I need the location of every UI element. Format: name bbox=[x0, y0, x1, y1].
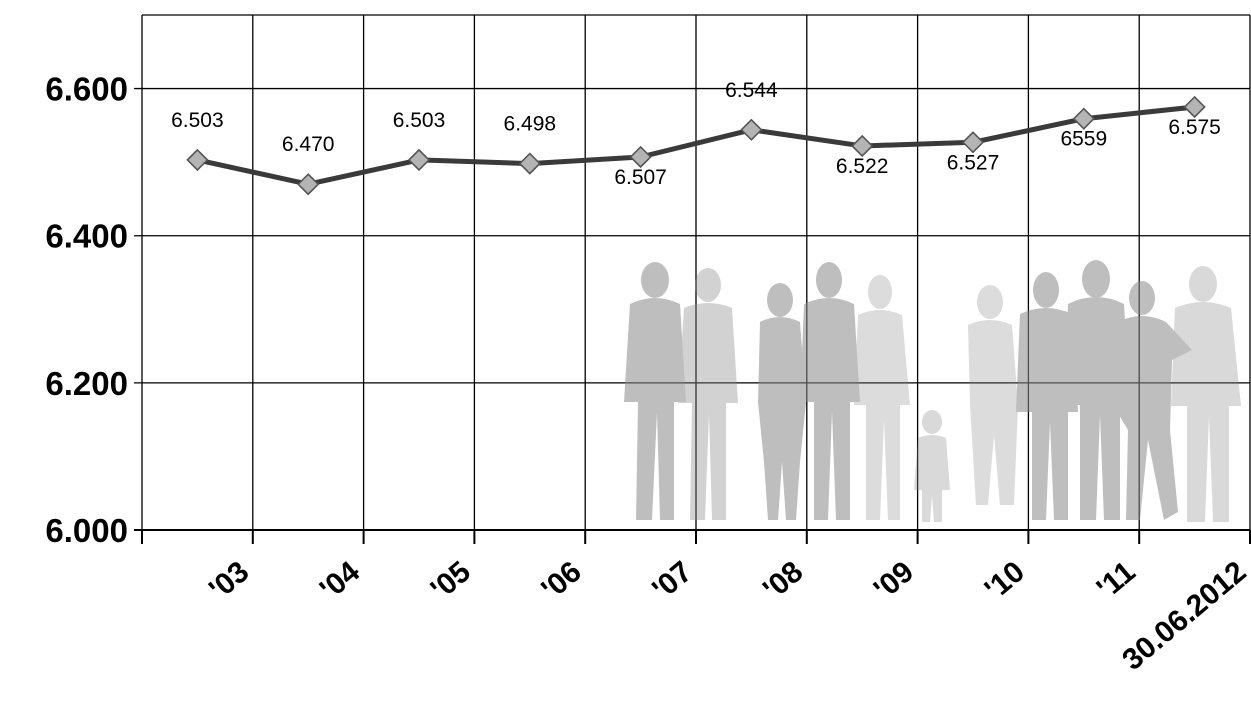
data-label: 6559 bbox=[1060, 128, 1107, 151]
series-line bbox=[196, 104, 1195, 187]
data-point-marker bbox=[740, 118, 763, 141]
silhouette-person bbox=[624, 262, 686, 520]
data-label: 6.527 bbox=[947, 151, 1000, 174]
data-label: 6.575 bbox=[1168, 116, 1221, 139]
silhouette-person bbox=[678, 268, 738, 520]
silhouette-person bbox=[854, 275, 910, 520]
x-tick-label: '09 bbox=[868, 555, 920, 606]
data-point-marker bbox=[297, 173, 320, 196]
data-point-marker bbox=[518, 152, 541, 175]
x-tick-label: '11 bbox=[1091, 555, 1142, 605]
x-tick-label: '06 bbox=[535, 555, 587, 606]
x-tick-label: '08 bbox=[757, 555, 809, 606]
silhouette-person bbox=[758, 283, 806, 520]
silhouette-person bbox=[1116, 281, 1192, 520]
axes bbox=[141, 530, 1251, 544]
silhouette-person bbox=[1064, 260, 1130, 520]
data-label: 6.470 bbox=[282, 133, 335, 156]
silhouette-person bbox=[1171, 266, 1241, 522]
x-tick-label: '03 bbox=[203, 555, 255, 606]
data-label: 6.544 bbox=[725, 79, 778, 102]
x-tick-label: '07 bbox=[646, 555, 698, 606]
data-point-marker bbox=[407, 148, 431, 172]
x-tick-label: 30.06.2012 bbox=[1116, 555, 1251, 677]
data-label: 6.503 bbox=[171, 109, 224, 132]
silhouette-person bbox=[968, 285, 1018, 505]
x-tick-label: '05 bbox=[425, 555, 477, 606]
x-tick-label: '10 bbox=[979, 555, 1031, 606]
y-tick-label: 6.600 bbox=[45, 71, 128, 108]
silhouette-child bbox=[914, 410, 950, 522]
data-point-marker bbox=[961, 131, 985, 154]
y-tick-label: 6.200 bbox=[45, 365, 128, 402]
data-label: 6.507 bbox=[614, 166, 667, 189]
y-axis-tick-labels: 6.000 6.200 6.400 6.600 bbox=[45, 71, 128, 549]
series bbox=[186, 95, 1206, 196]
data-point-marker bbox=[1072, 107, 1095, 130]
x-tick-label: '04 bbox=[314, 555, 366, 607]
silhouette-person bbox=[800, 262, 860, 520]
data-labels: 6.503 6.470 6.503 6.498 6.507 6.544 6.522 6.527… bbox=[171, 79, 1221, 189]
data-point-marker bbox=[1183, 95, 1206, 119]
y-tick-label: 6.400 bbox=[45, 218, 128, 255]
silhouette-person bbox=[1016, 272, 1078, 520]
data-point-marker bbox=[851, 134, 874, 158]
data-label: 6.498 bbox=[504, 113, 557, 136]
people-silhouettes-image bbox=[624, 260, 1241, 522]
data-point-marker bbox=[186, 148, 209, 172]
data-label: 6.522 bbox=[836, 155, 889, 178]
data-label: 6.503 bbox=[393, 109, 446, 132]
y-tick-label: 6.000 bbox=[45, 512, 128, 549]
data-point-marker bbox=[629, 145, 652, 169]
